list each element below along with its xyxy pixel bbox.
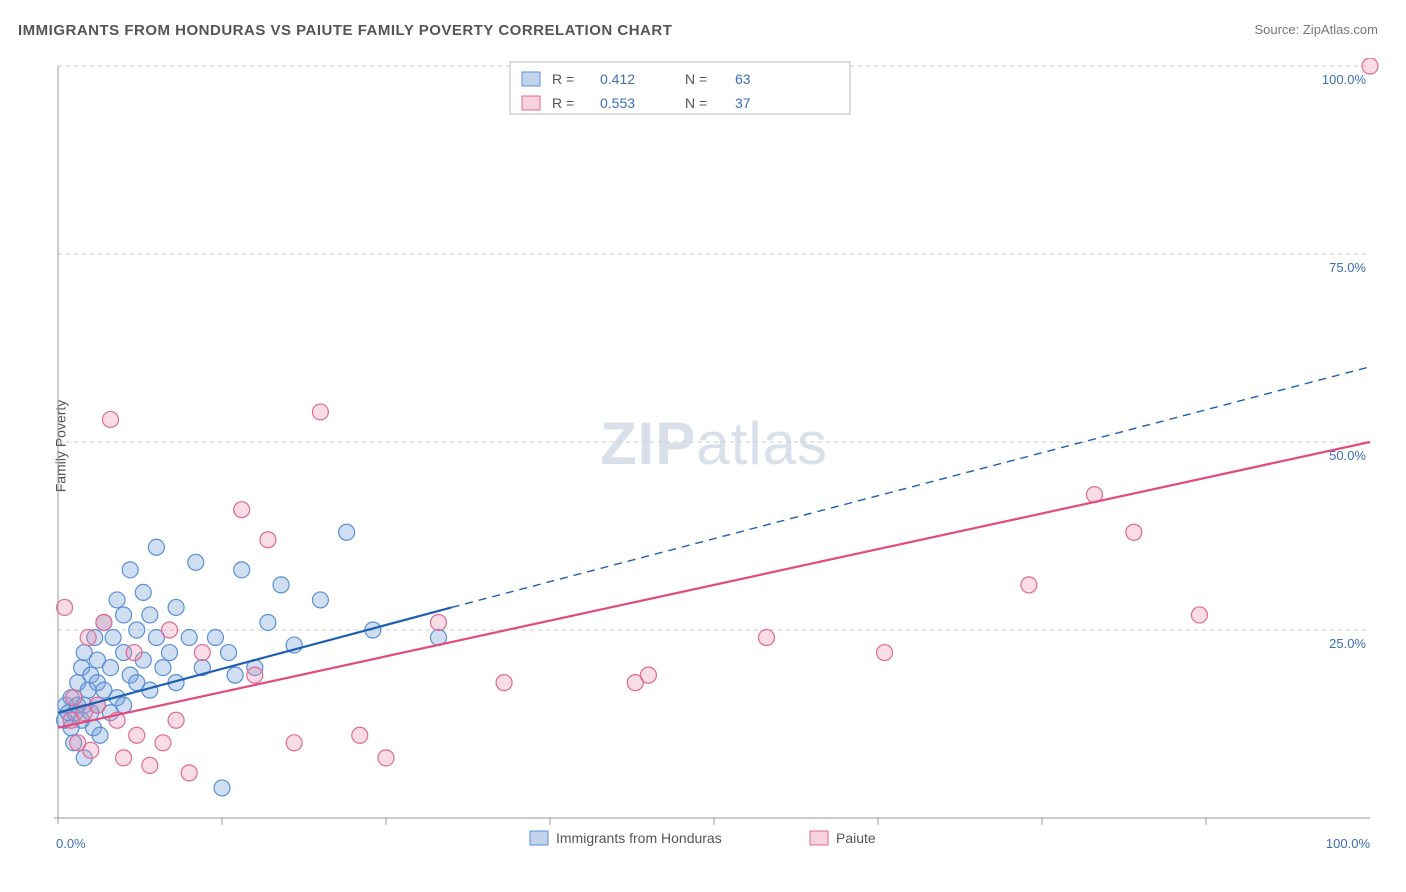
- scatter-point: [142, 607, 158, 623]
- scatter-point: [1191, 607, 1207, 623]
- legend-swatch: [522, 72, 540, 86]
- y-tick-label: 75.0%: [1329, 260, 1366, 275]
- series-legend: Immigrants from Honduras Paiute: [530, 830, 876, 846]
- scatter-point: [260, 614, 276, 630]
- scatter-point: [126, 645, 142, 661]
- legend-n-label: N =: [685, 95, 707, 111]
- y-tick-label: 100.0%: [1322, 72, 1367, 87]
- scatter-point: [168, 712, 184, 728]
- trend-line-honduras-extrapolated: [452, 367, 1370, 608]
- scatter-point: [181, 765, 197, 781]
- scatter-point: [194, 645, 210, 661]
- watermark: ZIPatlas: [600, 410, 828, 477]
- scatter-point: [273, 577, 289, 593]
- chart-title: IMMIGRANTS FROM HONDURAS VS PAIUTE FAMIL…: [18, 22, 672, 39]
- scatter-point: [1126, 524, 1142, 540]
- scatter-point: [181, 630, 197, 646]
- legend-n-value: 37: [735, 95, 751, 111]
- scatter-point: [1362, 58, 1378, 74]
- scatter-point: [116, 697, 132, 713]
- scatter-point: [352, 727, 368, 743]
- source-link[interactable]: ZipAtlas.com: [1303, 22, 1378, 37]
- x-tick-label-right: 100.0%: [1326, 836, 1371, 851]
- scatter-point: [135, 584, 151, 600]
- legend-label: Immigrants from Honduras: [556, 830, 722, 846]
- x-tick-label-left: 0.0%: [56, 836, 86, 851]
- scatter-point: [339, 524, 355, 540]
- scatter-point: [496, 675, 512, 691]
- scatter-point: [430, 614, 446, 630]
- scatter-point: [234, 502, 250, 518]
- scatter-point: [162, 622, 178, 638]
- legend-swatch: [522, 96, 540, 110]
- scatter-point: [162, 645, 178, 661]
- scatter-point: [227, 667, 243, 683]
- scatter-point: [207, 630, 223, 646]
- scatter-point: [142, 757, 158, 773]
- scatter-point: [286, 735, 302, 751]
- legend-n-label: N =: [685, 71, 707, 87]
- scatter-point: [168, 599, 184, 615]
- legend-r-value: 0.553: [600, 95, 635, 111]
- legend-r-label: R =: [552, 95, 574, 111]
- scatter-point: [148, 539, 164, 555]
- correlation-scatter-chart: 25.0%50.0%75.0%100.0%ZIPatlas0.0%100.0%R…: [50, 58, 1386, 853]
- scatter-point: [378, 750, 394, 766]
- scatter-point: [877, 645, 893, 661]
- scatter-point: [312, 592, 328, 608]
- legend-label: Paiute: [836, 830, 876, 846]
- scatter-point: [102, 660, 118, 676]
- scatter-point: [221, 645, 237, 661]
- scatter-point: [122, 562, 138, 578]
- trend-line-paiute: [58, 442, 1370, 728]
- legend-r-value: 0.412: [600, 71, 635, 87]
- scatter-point: [155, 735, 171, 751]
- legend-swatch: [530, 831, 548, 845]
- scatter-point: [57, 599, 73, 615]
- scatter-point: [312, 404, 328, 420]
- scatter-point: [188, 554, 204, 570]
- source-attribution: Source: ZipAtlas.com: [1254, 22, 1378, 37]
- scatter-point: [66, 690, 82, 706]
- scatter-point: [116, 607, 132, 623]
- scatter-point: [247, 667, 263, 683]
- scatter-point: [1021, 577, 1037, 593]
- scatter-point: [80, 630, 96, 646]
- trend-line-honduras: [58, 607, 452, 712]
- scatter-point: [234, 562, 250, 578]
- scatter-point: [96, 614, 112, 630]
- scatter-point: [155, 660, 171, 676]
- scatter-point: [105, 630, 121, 646]
- source-label: Source:: [1254, 22, 1302, 37]
- scatter-point: [102, 411, 118, 427]
- scatter-point: [116, 750, 132, 766]
- scatter-point: [129, 727, 145, 743]
- scatter-point: [640, 667, 656, 683]
- y-tick-label: 25.0%: [1329, 636, 1366, 651]
- scatter-point: [214, 780, 230, 796]
- legend-r-label: R =: [552, 71, 574, 87]
- scatter-point: [129, 622, 145, 638]
- legend-n-value: 63: [735, 71, 751, 87]
- scatter-point: [758, 630, 774, 646]
- scatter-point: [83, 742, 99, 758]
- scatter-point: [260, 532, 276, 548]
- legend-swatch: [810, 831, 828, 845]
- scatter-point: [92, 727, 108, 743]
- scatter-point: [109, 592, 125, 608]
